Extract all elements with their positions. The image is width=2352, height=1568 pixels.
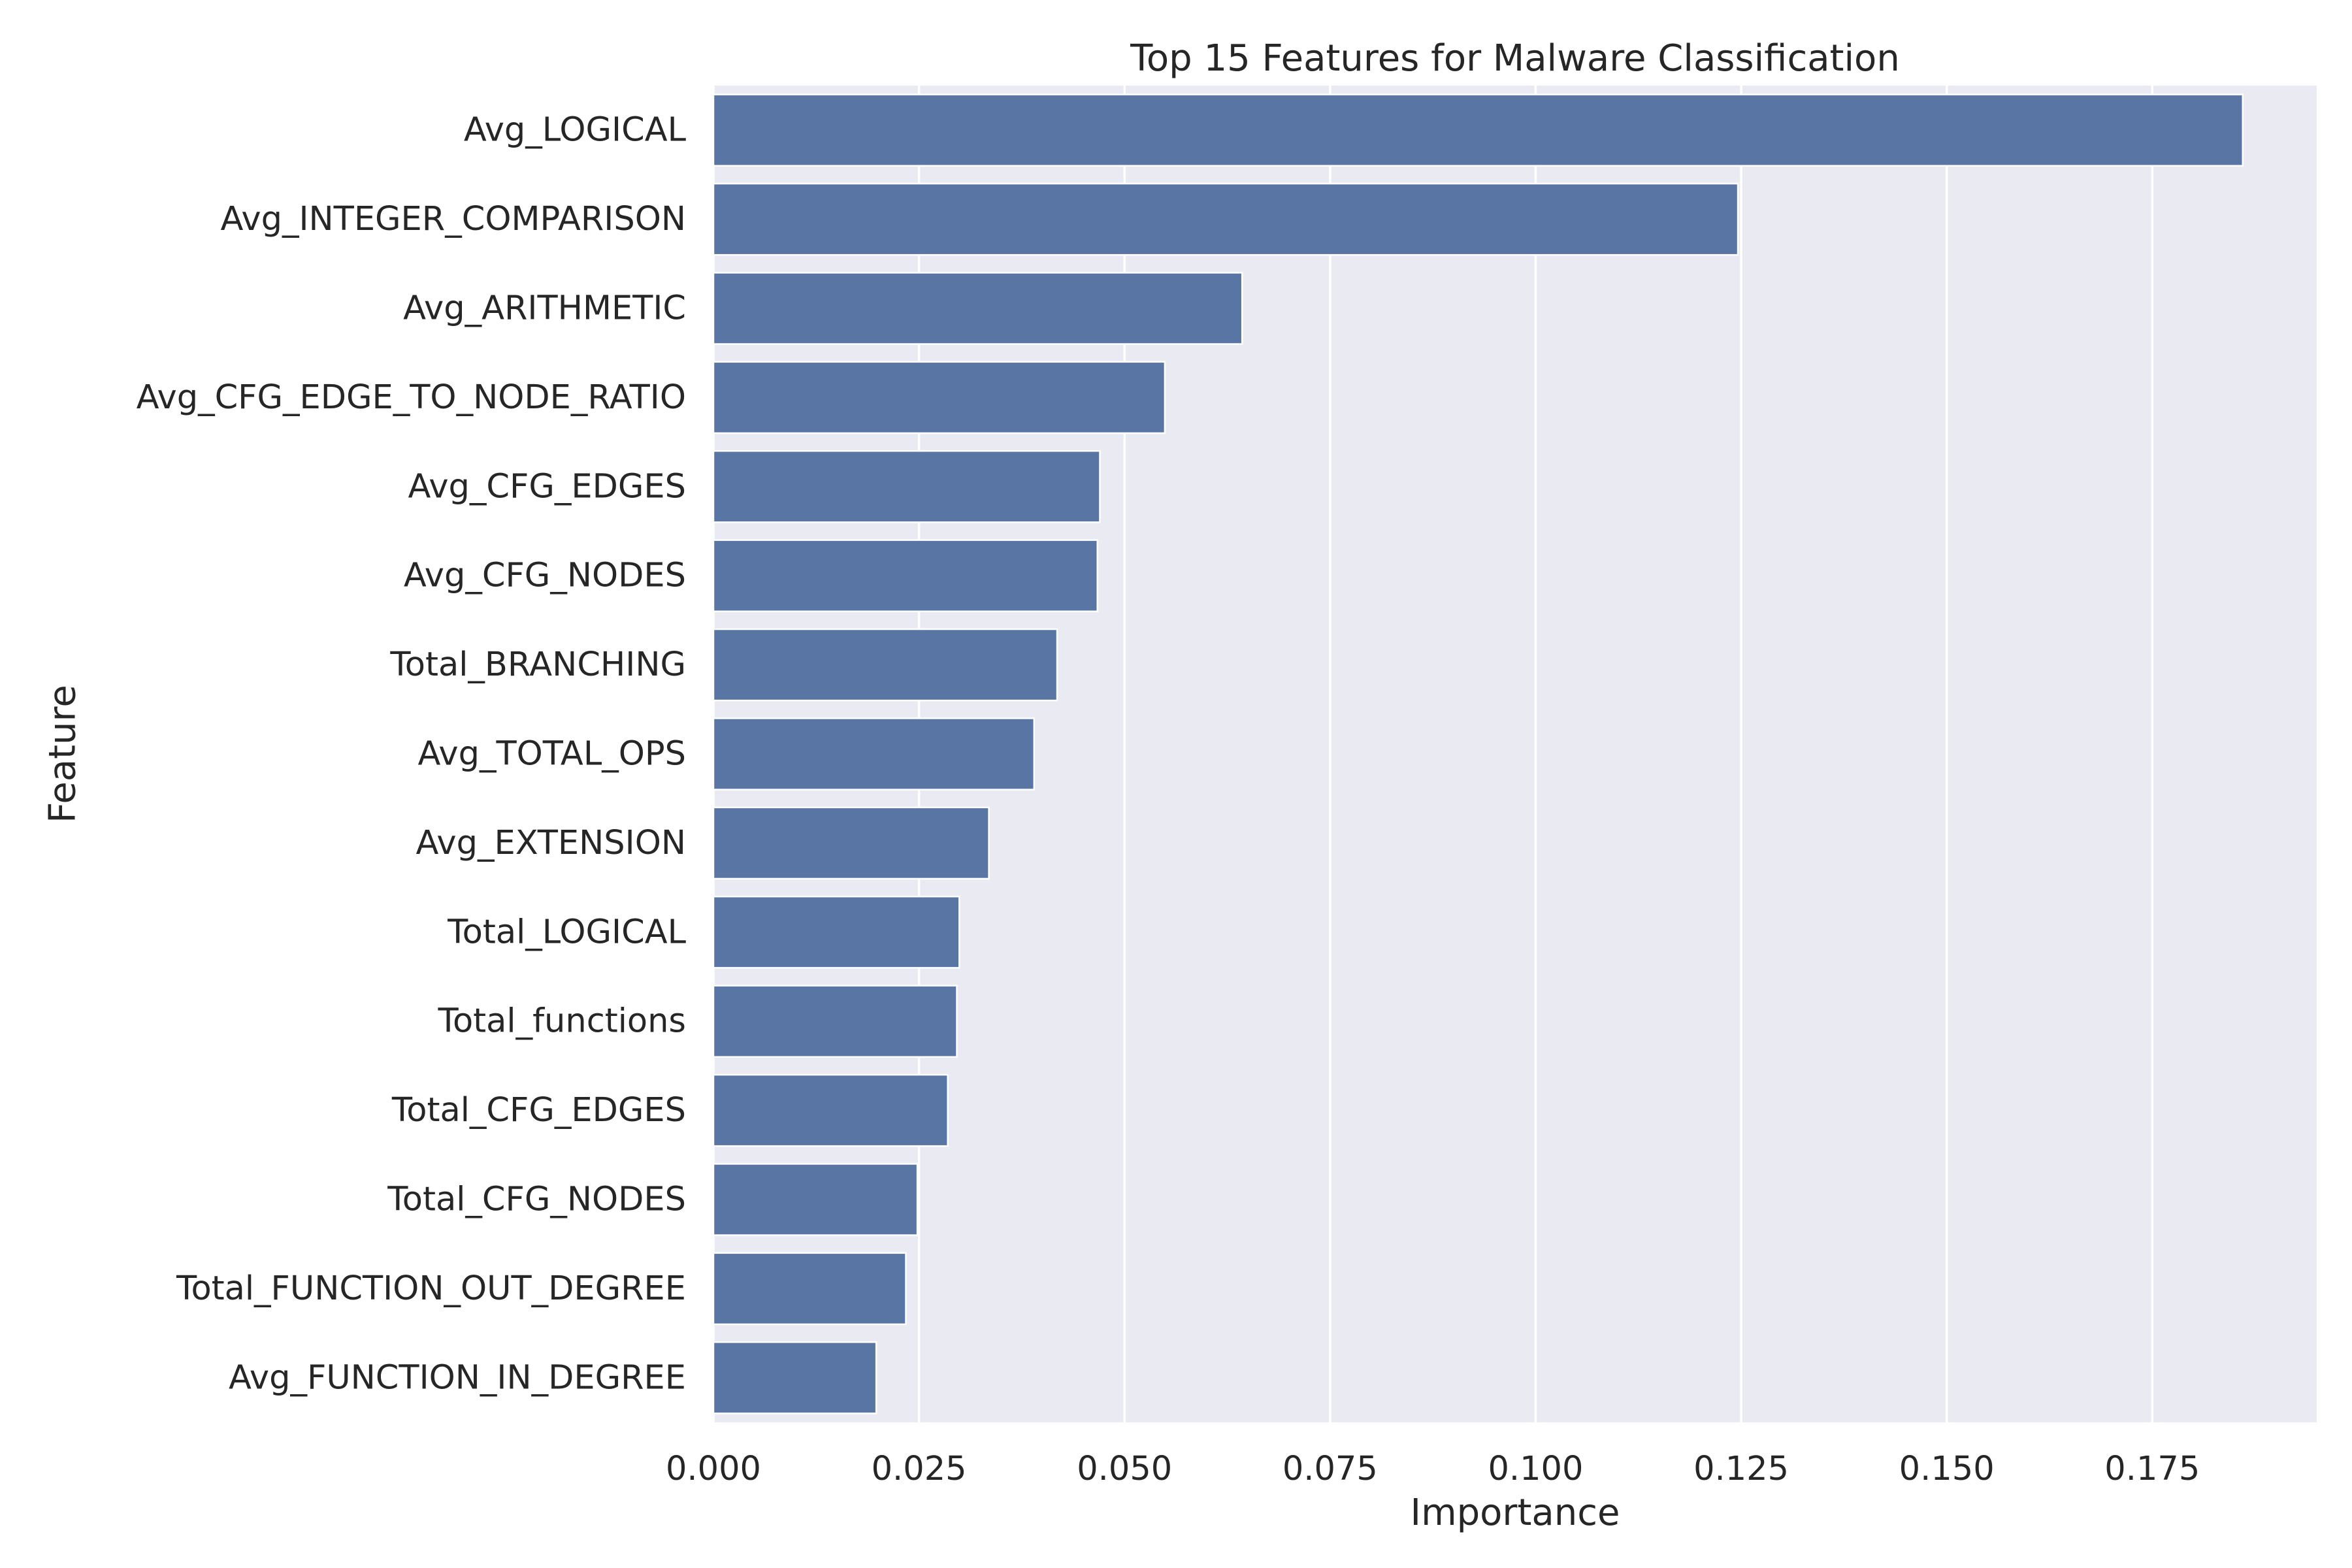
y-tick-label: Total_CFG_NODES	[387, 1181, 686, 1219]
y-tick-label: Avg_ARITHMETIC	[403, 289, 686, 328]
y-tick-label: Avg_FUNCTION_IN_DEGREE	[229, 1358, 686, 1397]
bar	[712, 1073, 949, 1147]
bar	[712, 806, 990, 880]
bar	[712, 361, 1166, 434]
bar	[712, 895, 960, 969]
bar	[712, 628, 1058, 702]
bars	[712, 93, 2244, 1414]
x-tick-label: 0.150	[1899, 1450, 1995, 1488]
bar	[712, 985, 958, 1058]
y-tick-label: Total_BRANCHING	[389, 645, 686, 684]
bar	[712, 539, 1098, 613]
y-tick-label: Total_FUNCTION_OUT_DEGREE	[176, 1269, 686, 1308]
y-tick-label: Avg_TOTAL_OPS	[417, 735, 686, 774]
x-tick-label: 0.025	[872, 1450, 967, 1488]
bar	[712, 717, 1036, 791]
y-tick-label: Avg_EXTENSION	[416, 824, 686, 862]
y-tick-label: Avg_CFG_EDGE_TO_NODE_RATIO	[137, 378, 686, 417]
y-tick-label: Avg_INTEGER_COMPARISON	[221, 200, 686, 238]
y-tick-label: Total_LOGICAL	[447, 913, 686, 951]
y-tick-label: Total_functions	[437, 1002, 686, 1041]
x-tick-label: 0.075	[1282, 1450, 1378, 1488]
y-tick-label: Avg_CFG_NODES	[404, 557, 686, 595]
x-tick-label: 0.175	[2104, 1450, 2200, 1488]
bar	[712, 1163, 919, 1236]
y-axis-label: Feature	[42, 685, 84, 823]
bar	[712, 93, 2244, 167]
bar	[712, 1341, 877, 1414]
y-tick-label: Total_CFG_EDGES	[391, 1091, 686, 1130]
x-tick-label: 0.100	[1488, 1450, 1583, 1488]
chart-title: Top 15 Features for Malware Classificati…	[1130, 37, 1900, 80]
x-tick-labels: 0.000 0.025 0.050 0.075 0.100 0.125 0.150 0.175	[666, 1450, 2200, 1488]
x-tick-label: 0.000	[666, 1450, 761, 1488]
x-axis-label: Importance	[1411, 1492, 1620, 1534]
bar	[712, 1252, 907, 1326]
bar	[712, 272, 1243, 345]
y-tick-labels: Avg_LOGICAL Avg_INTEGER_COMPARISON Avg_ARI…	[137, 111, 687, 1397]
y-tick-label: Avg_CFG_EDGES	[408, 467, 686, 506]
x-tick-label: 0.050	[1077, 1450, 1172, 1488]
bar	[712, 182, 1739, 256]
y-tick-label: Avg_LOGICAL	[464, 111, 687, 150]
bar	[712, 449, 1101, 523]
x-tick-label: 0.125	[1693, 1450, 1789, 1488]
